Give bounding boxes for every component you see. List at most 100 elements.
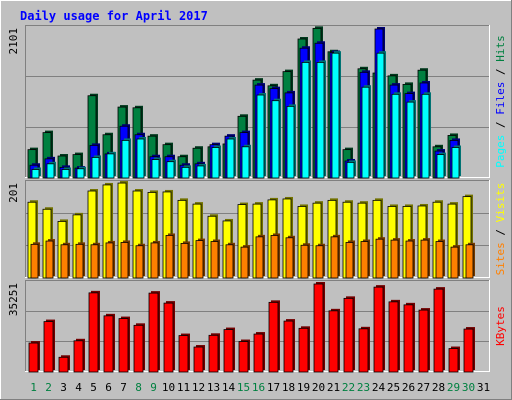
bar-pages-day-19-face: [301, 62, 310, 179]
bar-pages-day-20-face: [316, 62, 325, 179]
x-tick-label-16: 16: [252, 381, 265, 394]
bar-kbytes-day-25-face: [388, 301, 399, 373]
bar-sites-day-21: [330, 234, 340, 279]
bar-kbytes-day-20-face: [313, 283, 324, 373]
bar-pages-day-14: [226, 136, 236, 179]
y-max-label: 35251: [7, 283, 20, 316]
x-tick-label-25: 25: [387, 381, 400, 394]
bar-sites-day-5-face: [90, 244, 99, 279]
x-tick-label-4: 4: [75, 381, 82, 394]
bar-sites-day-12: [195, 238, 205, 279]
chart-title: Daily usage for April 2017: [20, 9, 208, 23]
bar-sites-day-25-face: [390, 239, 399, 279]
bar-kbytes-day-4-face: [73, 340, 84, 373]
bar-kbytes-day-27-face: [418, 309, 429, 373]
bar-pages-day-12: [196, 163, 206, 179]
x-tick-label-12: 12: [192, 381, 205, 394]
bar-sites-day-8-face: [135, 245, 144, 279]
bar-pages-day-24-face: [376, 52, 385, 179]
panel-3-bars: [28, 282, 475, 373]
bar-kbytes-day-30-face: [463, 328, 474, 373]
bar-sites-day-11: [180, 241, 190, 279]
bar-pages-day-18: [286, 104, 296, 179]
y-max-label: 2101: [7, 28, 20, 55]
legend-files: Files: [494, 82, 507, 115]
bar-sites-day-12-face: [195, 240, 204, 279]
bar-kbytes-day-5: [88, 290, 100, 373]
bar-pages-day-25-face: [391, 93, 400, 179]
bar-kbytes-day-2: [43, 319, 55, 373]
bar-pages-day-27: [421, 92, 431, 179]
bar-pages-day-2: [46, 161, 56, 179]
bar-pages-day-17: [271, 98, 281, 179]
bar-kbytes-day-20: [313, 282, 325, 373]
x-tick-label-21: 21: [327, 381, 340, 394]
x-tick-label-10: 10: [162, 381, 175, 394]
bar-sites-day-16: [255, 234, 265, 279]
bar-kbytes-day-26-face: [403, 304, 414, 373]
bar-kbytes-day-6: [103, 313, 115, 373]
x-tick-label-20: 20: [312, 381, 325, 394]
chart-panels: 2101 Pages / Files / Hits 201 Sites / Visit…: [7, 25, 507, 373]
bar-sites-day-3-face: [60, 244, 69, 279]
bar-sites-day-14: [225, 242, 235, 279]
x-tick-label-17: 17: [267, 381, 280, 394]
bar-kbytes-day-24: [373, 285, 385, 373]
bar-kbytes-day-29: [448, 346, 460, 373]
x-tick-label-8: 8: [135, 381, 142, 394]
legend-separator: /: [494, 115, 507, 135]
x-tick-label-11: 11: [177, 381, 190, 394]
legend-separator: /: [494, 62, 507, 82]
bar-sites-day-15-face: [240, 246, 249, 279]
x-tick-label-1: 1: [30, 381, 37, 394]
x-tick-label-31: 31: [477, 381, 490, 394]
bar-pages-day-12-face: [196, 165, 205, 179]
bar-kbytes-day-2-face: [43, 321, 54, 373]
bar-sites-day-22: [345, 240, 355, 279]
bar-pages-day-18-face: [286, 105, 295, 179]
bar-kbytes-day-26: [403, 302, 415, 373]
bar-sites-day-1: [30, 242, 40, 279]
bar-pages-day-24: [376, 51, 386, 179]
bar-kbytes-day-7: [118, 316, 130, 373]
x-tick-label-22: 22: [342, 381, 355, 394]
legend-pages: Pages: [494, 135, 507, 168]
bar-pages-day-9: [151, 157, 161, 179]
bar-kbytes-day-25: [388, 299, 400, 373]
panel-2-bars: [27, 181, 475, 279]
bar-kbytes-day-18: [283, 319, 295, 373]
bar-sites-day-13-face: [210, 241, 219, 279]
bar-pages-day-19: [301, 60, 311, 179]
bar-kbytes-day-7-face: [118, 318, 129, 373]
bar-kbytes-day-9: [148, 291, 160, 373]
bar-kbytes-day-29-face: [448, 348, 459, 373]
bar-kbytes-day-10-face: [163, 302, 174, 373]
x-tick-label-13: 13: [207, 381, 220, 394]
legend-hits: Hits: [494, 35, 507, 62]
panel-1-bars: [27, 26, 461, 179]
bar-kbytes-day-4: [73, 338, 85, 373]
bar-kbytes-day-16-face: [253, 333, 264, 373]
bar-kbytes-day-16: [253, 332, 265, 373]
bar-sites-day-24: [375, 237, 385, 279]
bar-sites-day-7-face: [120, 242, 129, 279]
bar-pages-day-6-face: [106, 153, 115, 179]
x-tick-label-9: 9: [150, 381, 157, 394]
bar-sites-day-16-face: [255, 236, 264, 279]
bar-sites-day-6: [105, 240, 115, 279]
bar-sites-day-11-face: [180, 242, 189, 279]
bar-pages-day-23-face: [361, 86, 370, 179]
bar-sites-day-8: [135, 243, 145, 279]
bar-pages-day-5-face: [91, 157, 100, 179]
bar-pages-day-16-face: [256, 94, 265, 179]
bar-sites-day-26: [405, 239, 415, 279]
bar-pages-day-13-face: [211, 147, 220, 179]
bar-pages-day-22-face: [346, 161, 355, 179]
bar-pages-day-6: [106, 151, 116, 179]
bar-pages-day-13: [211, 145, 221, 179]
legend-sites: Sites: [494, 242, 507, 275]
bar-pages-day-26-face: [406, 101, 415, 179]
bar-pages-day-20: [316, 60, 326, 179]
bar-pages-day-16: [256, 93, 266, 179]
x-axis-labels: 1 2 3 4 5 6 7 8 9 10 11 12 13 14 15 16 17 18 19 20 21 22 23 24 2…: [30, 381, 490, 394]
